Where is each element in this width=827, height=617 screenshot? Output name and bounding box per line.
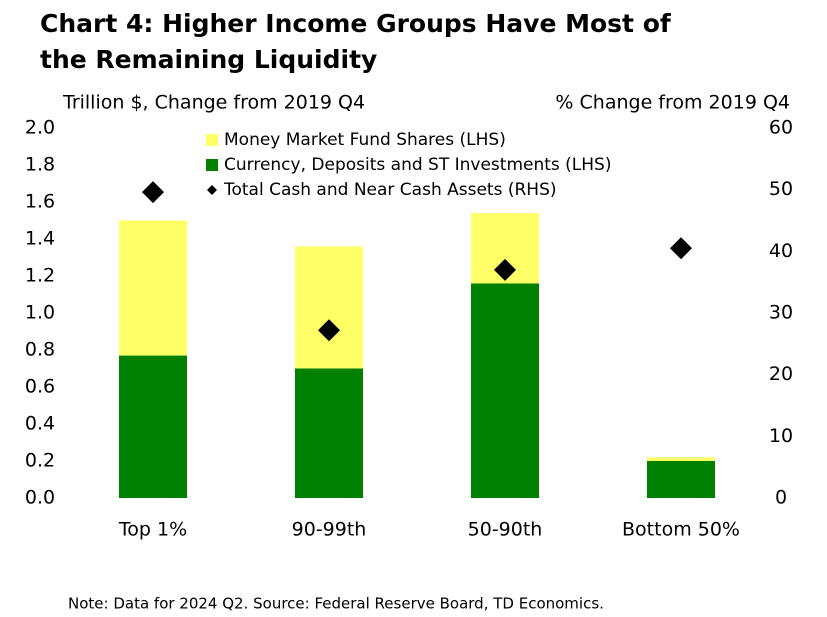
y-axis-label: Trillion $, Change from 2019 Q4 (62, 92, 365, 114)
y2-tick-label: 50 (769, 178, 793, 200)
chart-title: the Remaining Liquidity (40, 45, 377, 74)
y2-tick-label: 60 (769, 117, 793, 139)
bar (647, 461, 715, 498)
y2-tick-label: 0 (775, 487, 787, 509)
legend-label: Currency, Deposits and ST Investments (L… (224, 155, 611, 175)
bar (647, 457, 715, 461)
x-tick-label: 50-90th (468, 519, 543, 541)
marker (494, 258, 516, 281)
y-tick-label: 1.0 (25, 302, 55, 324)
marker (670, 237, 692, 260)
chart-title: Chart 4: Higher Income Groups Have Most … (40, 9, 672, 38)
y-tick-label: 0.6 (25, 376, 55, 398)
legend-label: Total Cash and Near Cash Assets (RHS) (223, 180, 557, 200)
y-tick-label: 1.6 (25, 191, 55, 213)
marker (318, 319, 340, 342)
x-tick-label: Bottom 50% (622, 519, 740, 541)
y-tick-label: 1.4 (25, 228, 55, 250)
y2-tick-label: 20 (769, 363, 793, 385)
y-tick-label: 1.8 (25, 154, 55, 176)
bar (295, 368, 363, 498)
legend-swatch (206, 134, 218, 146)
y2-axis-label: % Change from 2019 Q4 (555, 92, 790, 114)
y-tick-label: 0.0 (25, 487, 55, 509)
x-tick-label: 90-99th (292, 519, 367, 541)
legend-label: Money Market Fund Shares (LHS) (224, 130, 506, 150)
legend-swatch (206, 159, 218, 171)
marker (142, 181, 164, 204)
legend-marker (207, 185, 217, 195)
y-tick-label: 1.2 (25, 265, 55, 287)
y-tick-label: 0.8 (25, 339, 55, 361)
y2-tick-label: 30 (769, 302, 793, 324)
y-tick-label: 0.2 (25, 450, 55, 472)
bar (295, 246, 363, 369)
y2-tick-label: 10 (769, 425, 793, 447)
bar (119, 220, 187, 356)
bar (471, 283, 539, 498)
y2-tick-label: 40 (769, 240, 793, 262)
note: Note: Data for 2024 Q2. Source: Federal … (68, 595, 604, 613)
y-tick-label: 2.0 (25, 117, 55, 139)
bar (119, 355, 187, 498)
y-tick-label: 0.4 (25, 413, 55, 435)
x-tick-label: Top 1% (118, 519, 187, 541)
